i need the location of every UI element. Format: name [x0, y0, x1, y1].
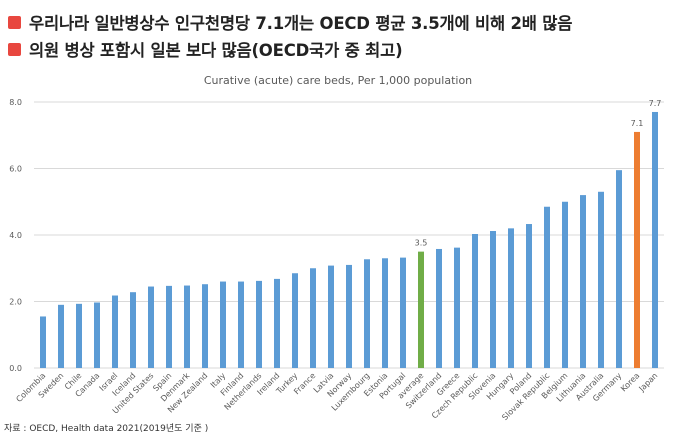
y-tick-label: 0.0 — [9, 364, 22, 373]
headline-text-1: 우리나라 일반병상수 인구천명당 7.1개는 OECD 평균 3.5개에 비해 … — [29, 14, 573, 33]
bar-france — [310, 268, 316, 368]
bar-new-zealand — [202, 284, 208, 368]
bar-czech-republic — [472, 234, 478, 368]
bar-poland — [526, 224, 532, 368]
bar-korea — [634, 131, 640, 368]
headline-line-2: 의원 병상 포함시 일본 보다 많음(OECD국가 중 최고) — [8, 37, 403, 61]
bar-australia — [598, 191, 604, 368]
bar-netherlands — [256, 280, 262, 368]
bar-slovak-republic — [544, 206, 550, 368]
bullet-square-icon — [8, 15, 21, 29]
x-tick-label: Korea — [619, 371, 641, 393]
bar-spain — [166, 285, 172, 368]
gridlines — [34, 101, 664, 369]
bar-germany — [616, 170, 622, 368]
bar-switzerland — [436, 248, 442, 368]
bar-finland — [238, 281, 244, 368]
bar-portugal — [400, 257, 406, 368]
bar-turkey — [292, 273, 298, 368]
bar-estonia — [382, 258, 388, 368]
y-tick-label: 4.0 — [9, 231, 22, 240]
bar-united-states — [148, 286, 154, 368]
y-tick-label: 2.0 — [9, 298, 22, 307]
bar-ireland — [274, 278, 280, 368]
bar-average — [418, 251, 424, 368]
bar-norway — [346, 264, 352, 368]
bars — [40, 111, 658, 368]
bar-canada — [94, 302, 100, 368]
x-tick-label: Japan — [637, 371, 660, 394]
bar-luxembourg — [364, 259, 370, 368]
y-tick-label: 6.0 — [9, 165, 22, 174]
data-labels: 3.5 7.1 7.7 — [415, 99, 662, 248]
bar-lithuania — [580, 195, 586, 368]
bar-hungary — [508, 228, 514, 368]
headline-line-1: 우리나라 일반병상수 인구천명당 7.1개는 OECD 평균 3.5개에 비해 … — [8, 10, 572, 34]
bar-japan — [652, 111, 658, 368]
bar-iceland — [130, 292, 136, 368]
bar-belgium — [562, 201, 568, 368]
bar-chile — [76, 303, 82, 368]
bar-israel — [112, 295, 118, 368]
bar-greece — [454, 247, 460, 368]
bar-latvia — [328, 265, 334, 368]
chart-title: Curative (acute) care beds, Per 1,000 po… — [204, 74, 472, 87]
source-note: 자료 : OECD, Health data 2021(2019년도 기준 ) — [4, 424, 209, 434]
bar-denmark — [184, 285, 190, 368]
bar-italy — [220, 281, 226, 368]
headline-text-2: 의원 병상 포함시 일본 보다 많음(OECD국가 중 최고) — [29, 41, 403, 60]
y-tick-label: 8.0 — [9, 98, 22, 107]
bar-colombia — [40, 316, 46, 368]
data-label: 7.1 — [631, 119, 644, 128]
bar-slovenia — [490, 231, 496, 368]
bullet-square-icon — [8, 42, 21, 56]
data-label: 7.7 — [649, 99, 662, 108]
y-axis-ticks: 0.0 2.0 4.0 6.0 8.0 — [9, 98, 22, 373]
bar-sweden — [58, 304, 64, 368]
x-axis-ticks: ColombiaSwedenChileCanadaIsraelIcelandUn… — [14, 371, 659, 422]
data-label: 3.5 — [415, 239, 428, 248]
